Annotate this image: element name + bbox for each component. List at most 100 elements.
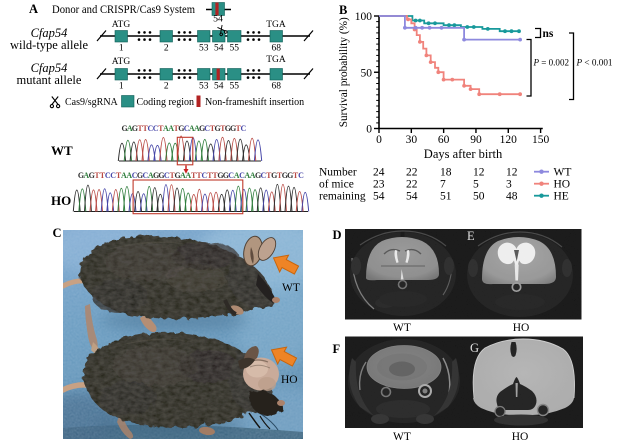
- svg-text:G: G: [217, 171, 223, 180]
- svg-text:G: G: [153, 171, 159, 180]
- svg-text:C: C: [53, 226, 62, 240]
- svg-text:G: G: [287, 171, 293, 180]
- svg-text:G: G: [214, 124, 220, 133]
- svg-text:A: A: [250, 171, 256, 180]
- svg-text:2: 2: [164, 82, 169, 92]
- svg-text:T: T: [293, 171, 299, 180]
- svg-text:54: 54: [406, 191, 418, 203]
- svg-text:B: B: [339, 3, 347, 17]
- svg-text:7: 7: [440, 179, 446, 191]
- svg-text:A: A: [168, 124, 174, 133]
- svg-text:T: T: [100, 171, 106, 180]
- svg-text:T: T: [210, 124, 216, 133]
- svg-text:A: A: [29, 2, 38, 16]
- svg-text:WT: WT: [554, 167, 572, 179]
- svg-text:P < 0.001: P < 0.001: [576, 58, 613, 69]
- svg-text:22: 22: [406, 179, 418, 191]
- svg-text:wild-type allele: wild-type allele: [10, 38, 89, 52]
- svg-text:A: A: [244, 171, 250, 180]
- svg-text:Cfap54: Cfap54: [31, 61, 68, 75]
- svg-text:T: T: [207, 171, 213, 180]
- svg-text:HO: HO: [513, 322, 530, 334]
- svg-text:23: 23: [373, 179, 385, 191]
- svg-text:54: 54: [214, 44, 224, 54]
- svg-text:HO: HO: [51, 193, 71, 208]
- svg-text:Cas9/sgRNA: Cas9/sgRNA: [65, 97, 119, 108]
- svg-text:C: C: [184, 124, 190, 133]
- svg-text:C: C: [241, 124, 247, 133]
- svg-text:G: G: [230, 124, 236, 133]
- svg-text:WT: WT: [51, 143, 73, 158]
- svg-text:HO: HO: [281, 374, 298, 386]
- svg-text:A: A: [83, 171, 89, 180]
- svg-text:T: T: [266, 171, 272, 180]
- svg-text:Survival probability (%): Survival probability (%): [338, 17, 350, 127]
- svg-text:T: T: [94, 171, 100, 180]
- svg-text:T: T: [174, 124, 180, 133]
- svg-text:C: C: [204, 124, 210, 133]
- svg-text:T: T: [116, 171, 122, 180]
- svg-text:WT: WT: [393, 322, 411, 334]
- svg-text:G: G: [271, 171, 277, 180]
- svg-text:90: 90: [470, 134, 482, 146]
- svg-text:C: C: [228, 171, 234, 180]
- svg-text:A: A: [180, 171, 186, 180]
- svg-text:T: T: [220, 124, 226, 133]
- svg-text:60: 60: [438, 134, 450, 146]
- svg-text:Cfap54: Cfap54: [31, 26, 68, 40]
- svg-text:A: A: [163, 124, 169, 133]
- svg-text:E: E: [467, 229, 475, 243]
- svg-text:54: 54: [373, 191, 385, 203]
- svg-text:54: 54: [214, 82, 224, 92]
- svg-text:T: T: [196, 171, 202, 180]
- svg-text:Donor and CRISPR/Cas9 System: Donor and CRISPR/Cas9 System: [52, 2, 196, 16]
- svg-text:P = 0.002: P = 0.002: [533, 58, 570, 69]
- svg-text:24: 24: [373, 167, 385, 179]
- svg-text:53: 53: [199, 44, 209, 54]
- svg-text:150: 150: [532, 134, 550, 146]
- svg-text:C: C: [202, 171, 208, 180]
- svg-text:A: A: [185, 171, 191, 180]
- svg-text:remaining: remaining: [319, 191, 366, 203]
- svg-text:HO: HO: [554, 179, 571, 191]
- svg-text:A: A: [194, 124, 200, 133]
- svg-text:D: D: [333, 228, 342, 242]
- svg-text:ns: ns: [543, 28, 554, 40]
- svg-text:Coding region: Coding region: [137, 97, 195, 108]
- svg-text:53: 53: [199, 82, 209, 92]
- svg-text:G: G: [225, 124, 231, 133]
- svg-text:C: C: [239, 171, 245, 180]
- svg-text:1: 1: [119, 82, 124, 92]
- svg-text:55: 55: [230, 44, 240, 54]
- svg-text:C: C: [298, 171, 304, 180]
- svg-text:ATG: ATG: [112, 20, 131, 30]
- svg-text:C: C: [110, 171, 116, 180]
- svg-text:G: G: [199, 124, 205, 133]
- svg-text:WT: WT: [282, 282, 300, 294]
- svg-text:1: 1: [119, 44, 124, 54]
- svg-text:Number: Number: [319, 167, 357, 179]
- svg-text:G: G: [282, 171, 288, 180]
- svg-text:Non-frameshift insertion: Non-frameshift insertion: [205, 97, 304, 108]
- svg-text:51: 51: [440, 191, 452, 203]
- svg-text:TGA: TGA: [266, 55, 286, 65]
- svg-text:G: G: [132, 124, 138, 133]
- svg-text:HO: HO: [512, 431, 529, 443]
- svg-text:C: C: [261, 171, 267, 180]
- svg-text:G: G: [78, 171, 84, 180]
- svg-text:F: F: [333, 342, 341, 356]
- svg-text:C: C: [132, 171, 138, 180]
- svg-text:G: G: [158, 171, 164, 180]
- svg-text:A: A: [127, 124, 133, 133]
- svg-text:18: 18: [440, 167, 452, 179]
- svg-text:T: T: [143, 124, 149, 133]
- svg-text:50: 50: [361, 67, 373, 79]
- svg-text:C: C: [164, 171, 170, 180]
- svg-text:WT: WT: [393, 431, 411, 443]
- svg-text:68: 68: [272, 44, 282, 54]
- svg-text:Days after birth: Days after birth: [424, 147, 503, 161]
- svg-text:T: T: [212, 171, 218, 180]
- svg-text:50: 50: [473, 191, 485, 203]
- svg-text:30: 30: [406, 134, 418, 146]
- svg-text:T: T: [170, 171, 176, 180]
